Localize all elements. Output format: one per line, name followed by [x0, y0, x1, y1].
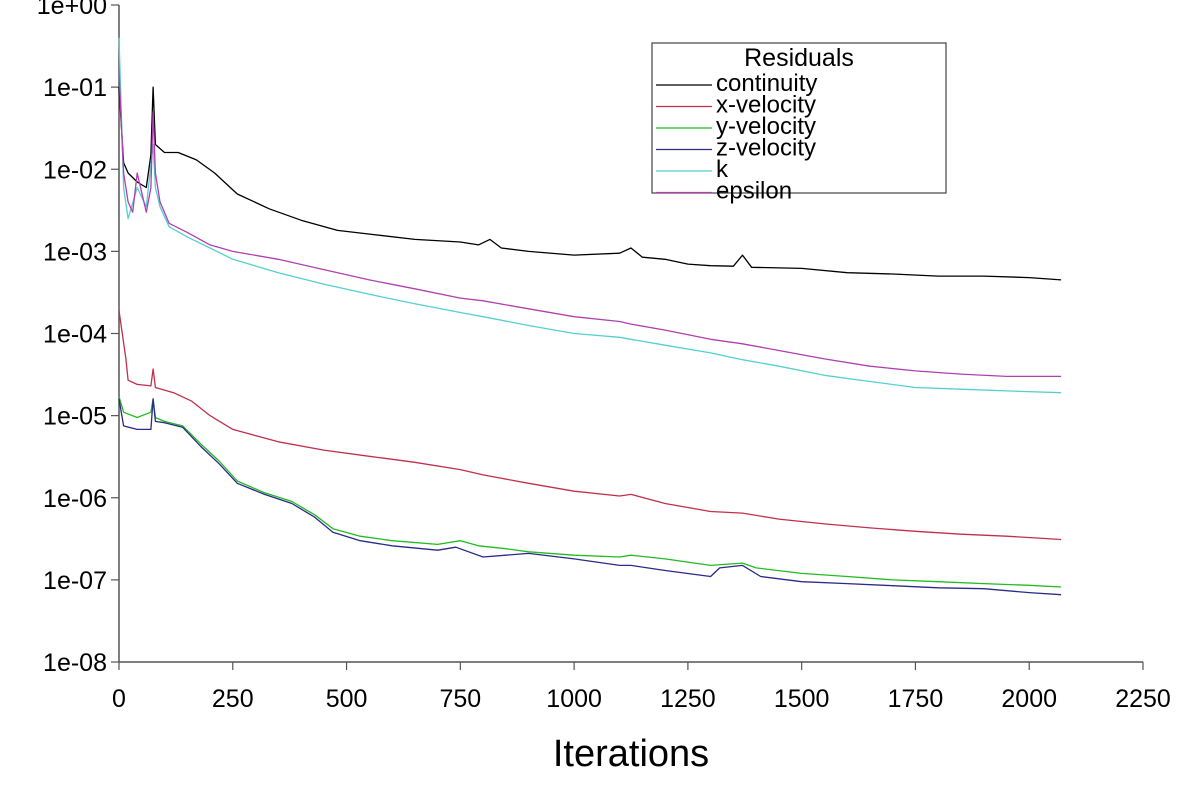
legend-label-y-velocity: y-velocity	[716, 113, 816, 140]
y-tick-label: 1e+00	[37, 0, 107, 20]
axes	[118, 5, 1143, 663]
y-tick-label: 1e-04	[43, 321, 107, 349]
series-line-epsilon	[118, 72, 1062, 378]
x-tick-label: 1500	[774, 685, 830, 713]
x-tick-label: 0	[112, 685, 126, 713]
x-tick-label: 1000	[546, 685, 602, 713]
x-tick-label: 500	[326, 685, 368, 713]
y-tick-label: 1e-06	[43, 485, 107, 513]
y-tick-label: 1e-07	[43, 567, 107, 595]
x-tick-label: 1250	[660, 685, 716, 713]
legend-label-continuity: continuity	[716, 70, 817, 97]
x-axis-title: Iterations	[553, 733, 709, 775]
y-tick-group: 1e-08 1e-07 1e-06 1e-05 1e-04 1e-03 1e-02 1e-01…	[37, 0, 119, 677]
y-tick-label: 1e-08	[43, 649, 107, 677]
y-tick-label: 1e-02	[43, 156, 107, 184]
series-line-continuity	[118, 86, 1062, 281]
series-group	[118, 37, 1062, 596]
x-tick-label: 250	[212, 685, 254, 713]
x-tick-label: 2250	[1115, 685, 1171, 713]
legend-items: continuityx-velocityy-velocityz-velocity…	[656, 70, 817, 205]
x-tick-group: 0 250 500 750 1000 1250 1500 1750 2000 2250	[112, 662, 1171, 713]
legend-label-z-velocity: z-velocity	[716, 135, 816, 162]
series-line-x-velocity	[118, 310, 1062, 541]
x-tick-label: 750	[439, 685, 481, 713]
legend-title: Residuals	[744, 44, 854, 72]
y-tick-label: 1e-01	[43, 74, 107, 102]
y-tick-label: 1e-05	[43, 403, 107, 431]
x-tick-label: 2000	[1001, 685, 1057, 713]
legend: Residuals continuityx-velocityy-velocity…	[651, 42, 947, 205]
series-line-y-velocity	[118, 396, 1062, 588]
series-line-k	[118, 37, 1062, 394]
legend-label-x-velocity: x-velocity	[716, 92, 816, 119]
series-line-z-velocity	[118, 398, 1062, 596]
y-tick-label: 1e-03	[43, 238, 107, 266]
legend-box	[651, 42, 947, 194]
legend-label-epsilon: epsilon	[716, 178, 792, 205]
legend-label-k: k	[716, 156, 729, 183]
x-tick-label: 1750	[888, 685, 944, 713]
